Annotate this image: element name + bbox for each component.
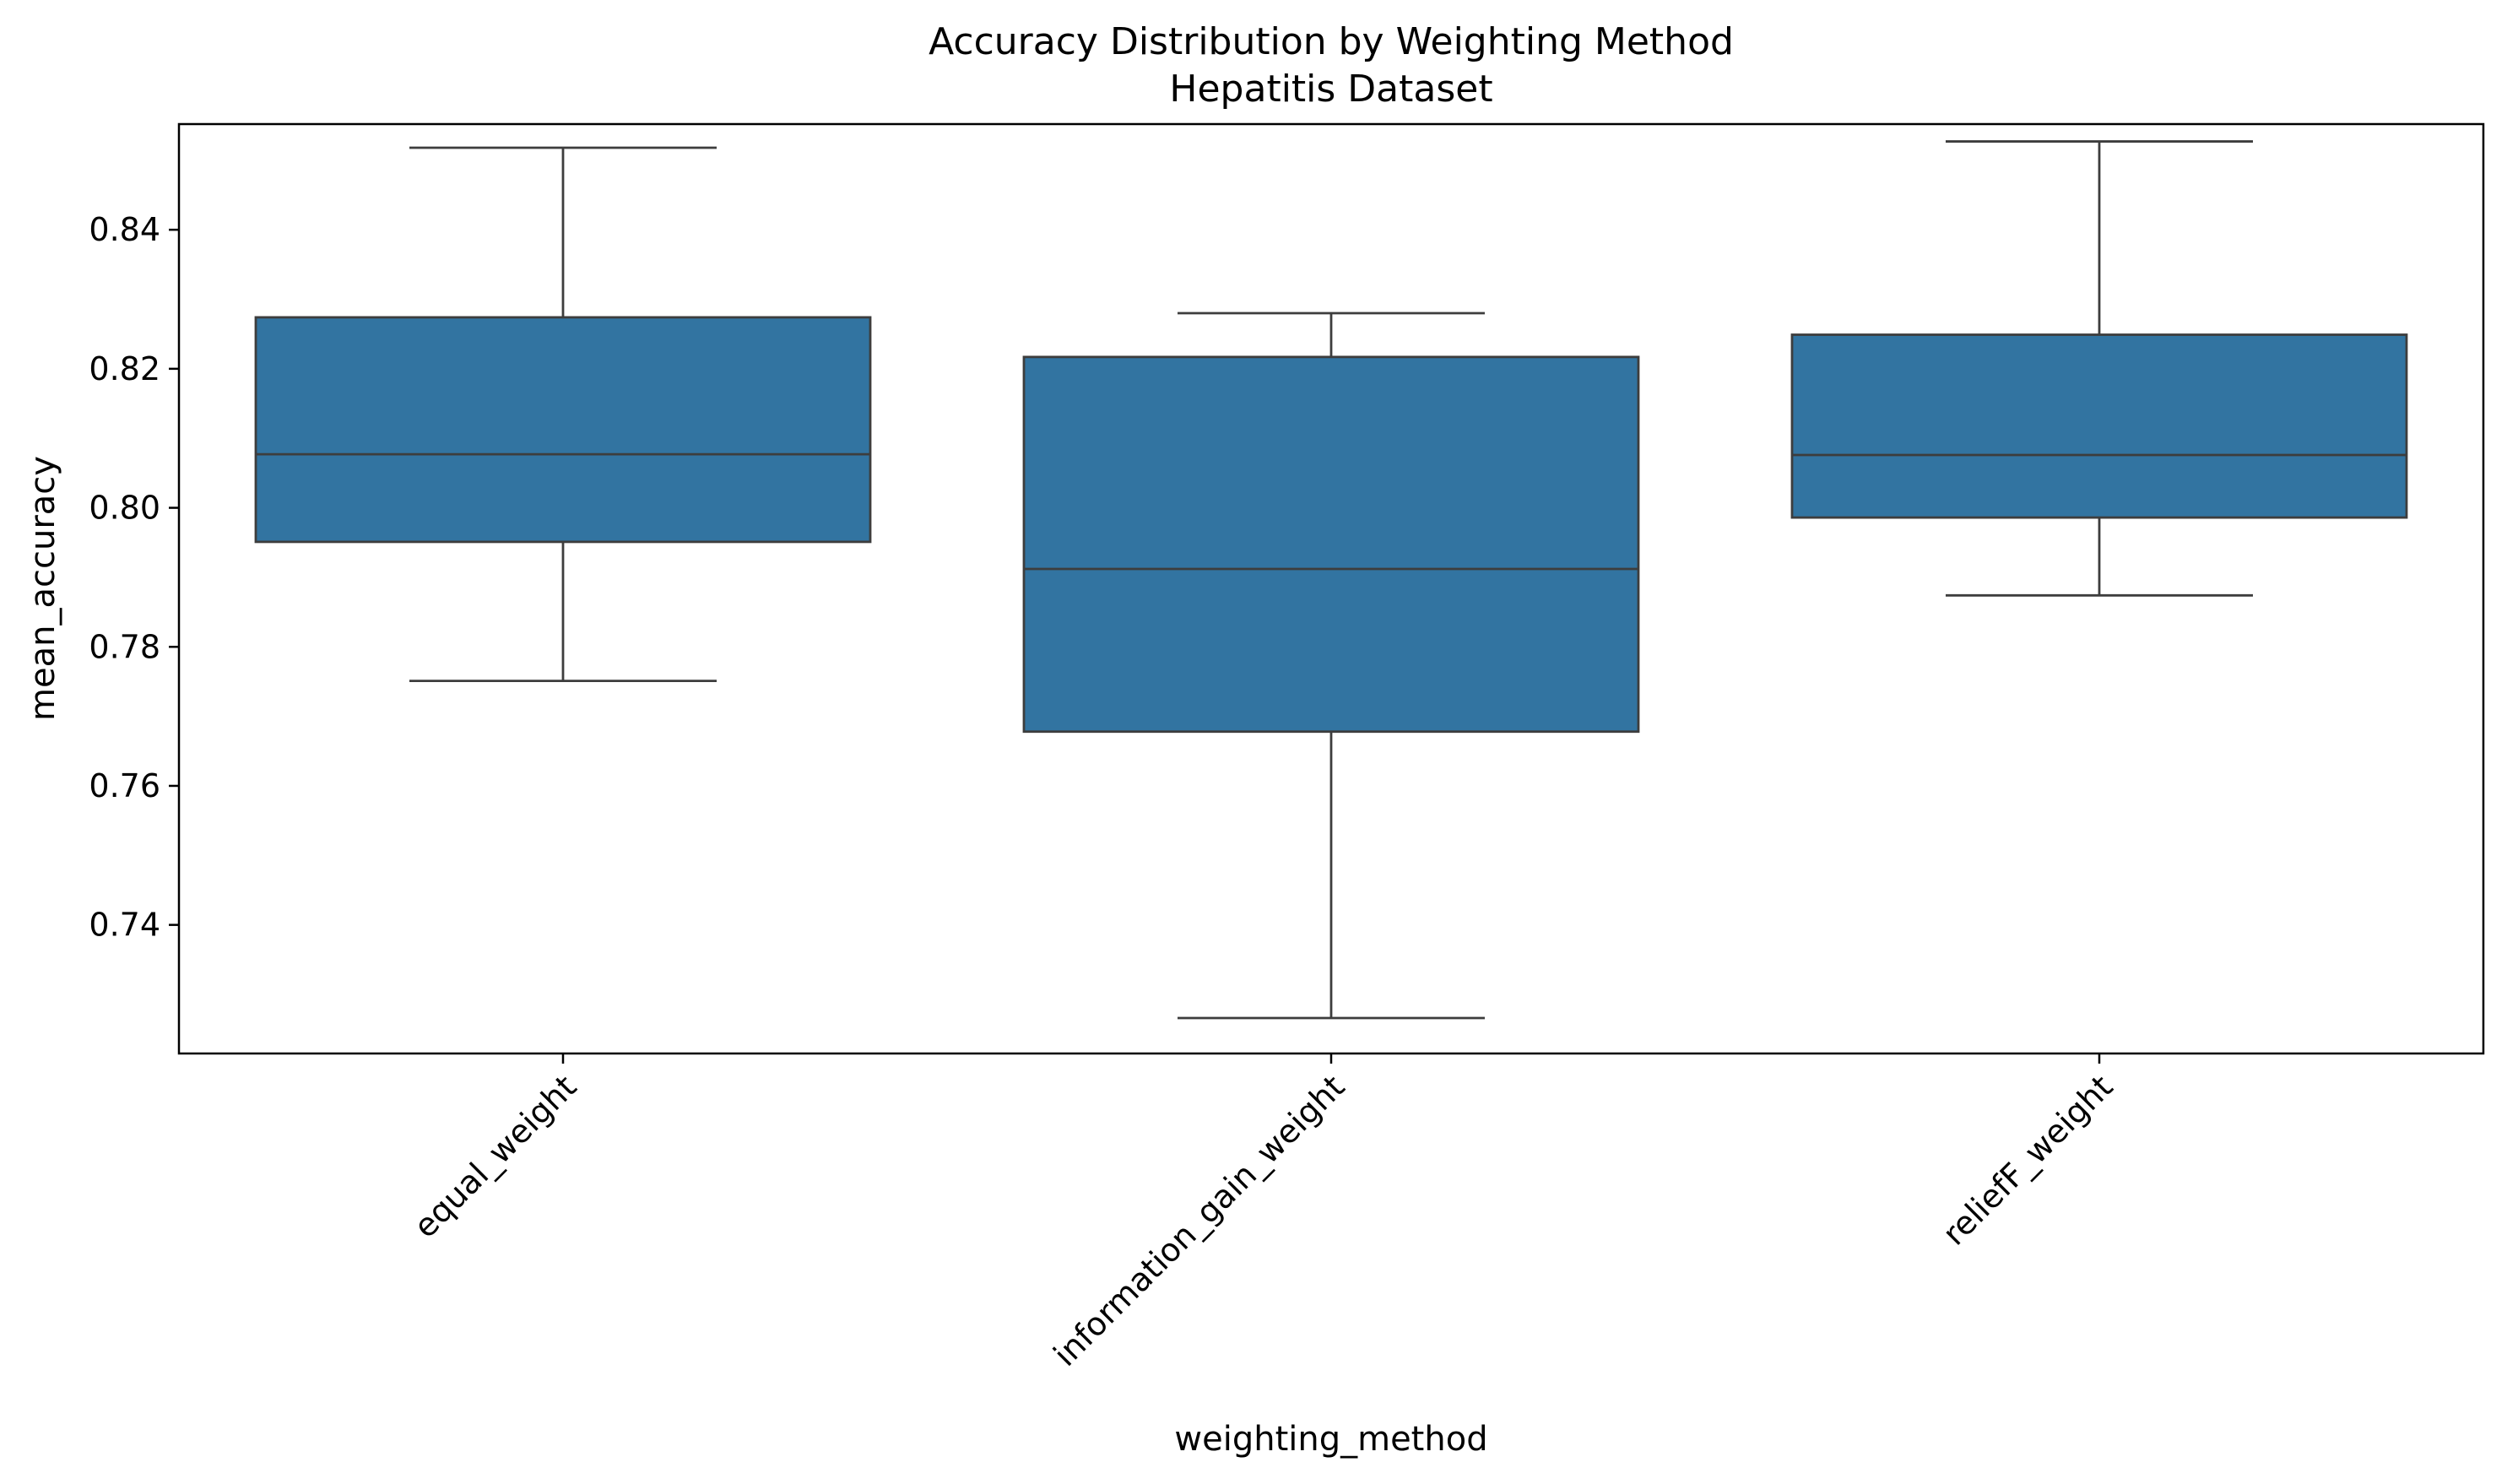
plot-frame <box>177 122 2485 1055</box>
boxes-layer <box>254 140 2408 1020</box>
y-axis-label: mean_accuracy <box>24 456 62 721</box>
chart-subtitle: Hepatitis Dataset <box>1169 68 1492 111</box>
box-iqr <box>1790 333 2408 519</box>
box-iqr <box>254 316 872 544</box>
y-tick-label: 0.80 <box>89 490 160 527</box>
x-tick-label: reliefF_weight <box>1936 1068 2120 1253</box>
x-tick-label: equal_weight <box>407 1068 584 1245</box>
x-tick-label: information_gain_weight <box>1047 1068 1352 1373</box>
chart-title: Accuracy Distribution by Weighting Metho… <box>929 20 1734 63</box>
y-tick-label: 0.76 <box>89 767 160 804</box>
x-ticks: equal_weight information_gain_weight relie… <box>407 1053 2120 1373</box>
box-group-information-gain-weight <box>1022 311 1640 1020</box>
x-axis-label: weighting_method <box>1174 1420 1487 1459</box>
y-tick-label: 0.82 <box>89 350 160 387</box>
box-iqr <box>1022 355 1640 734</box>
box-group-reliefF-weight <box>1790 140 2408 597</box>
box-group-equal-weight <box>254 146 872 683</box>
y-tick-label: 0.78 <box>89 628 160 665</box>
y-ticks: 0.74 0.76 0.78 0.80 0.82 0.84 <box>89 211 179 944</box>
y-tick-label: 0.74 <box>89 907 160 944</box>
y-tick-label: 0.84 <box>89 211 160 248</box>
